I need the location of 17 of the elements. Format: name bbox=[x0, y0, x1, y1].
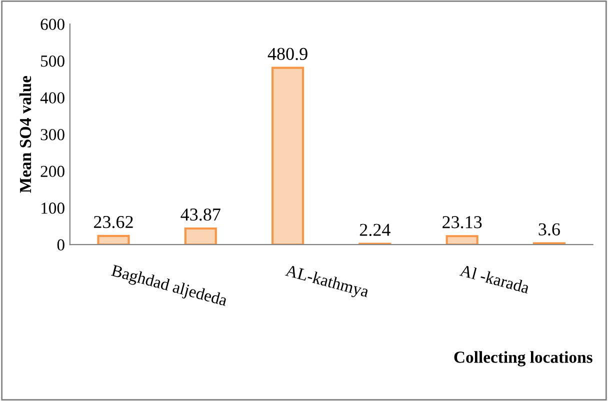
data-label: 3.6 bbox=[538, 223, 560, 236]
data-label: 43.87 bbox=[180, 208, 220, 221]
data-label: 23.62 bbox=[94, 216, 133, 228]
y-tick-label: 400 bbox=[40, 92, 64, 104]
x-tick-label: Baghdad aljededa bbox=[110, 264, 228, 310]
y-axis-title: Mean SO4 value bbox=[19, 76, 32, 193]
y-tick-label: 600 bbox=[40, 18, 64, 30]
y-tick-label: 200 bbox=[40, 166, 64, 178]
y-tick-label: 0 bbox=[57, 239, 64, 251]
data-label: 2.24 bbox=[360, 224, 390, 236]
y-tick-label: 100 bbox=[42, 202, 64, 214]
data-label: 23.13 bbox=[442, 216, 482, 228]
x-axis-title: Collecting locations bbox=[454, 351, 592, 366]
data-label: 480.9 bbox=[268, 48, 308, 60]
x-tick-label: Al -karada bbox=[459, 264, 530, 294]
y-tick-label: 300 bbox=[40, 129, 64, 140]
y-tick-label: 500 bbox=[41, 56, 64, 67]
